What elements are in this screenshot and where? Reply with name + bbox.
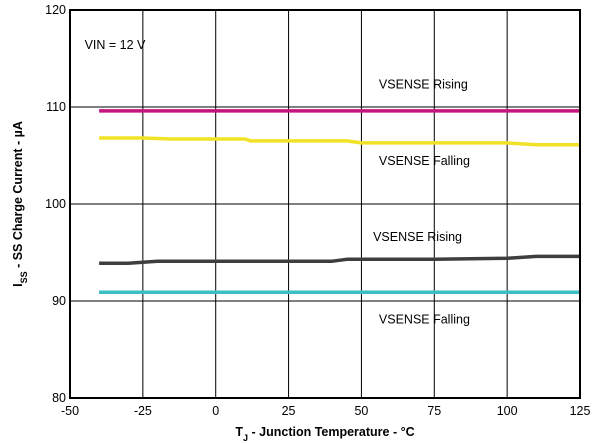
x-tick-label: 75 bbox=[427, 404, 441, 418]
tick-labels: -50 -25 0 25 50 75 100 125 80 90 100 110 120 bbox=[45, 3, 590, 418]
series-group bbox=[99, 109, 580, 295]
x-tick-label: -50 bbox=[61, 404, 79, 418]
x-axis-title-rest: - Junction Temperature - °C bbox=[248, 425, 415, 439]
annotation: VIN = 12 V bbox=[85, 38, 146, 52]
annotations: VIN = 12 V VSENSE Rising VSENSE Falling VSE… bbox=[85, 38, 470, 327]
y-tick-label: 80 bbox=[52, 391, 66, 405]
grid bbox=[69, 9, 581, 399]
x-tick-label: 100 bbox=[497, 404, 518, 418]
x-tick-label: -25 bbox=[134, 404, 152, 418]
x-axis-title-main: T bbox=[235, 425, 243, 439]
plot-frame bbox=[69, 9, 581, 399]
annotation: VSENSE Falling bbox=[379, 154, 470, 168]
annotation: VSENSE Falling bbox=[379, 312, 470, 326]
x-tick-label: 25 bbox=[282, 404, 296, 418]
y-tick-label: 110 bbox=[46, 100, 66, 114]
y-tick-label: 90 bbox=[52, 294, 66, 308]
x-tick-label: 50 bbox=[354, 404, 368, 418]
series-line-3 bbox=[99, 254, 580, 265]
series-line-2 bbox=[99, 136, 580, 147]
y-axis-title-rest: - SS Charge Current - µA bbox=[11, 121, 25, 271]
y-tick-label: 120 bbox=[45, 3, 66, 17]
x-tick-label: 0 bbox=[212, 404, 219, 418]
annotation: VSENSE Rising bbox=[373, 230, 462, 244]
y-axis-title: ISS - SS Charge Current - µA bbox=[11, 121, 29, 287]
x-axis-title: TJ - Junction Temperature - °C bbox=[235, 425, 414, 443]
y-axis-title-main: I bbox=[11, 283, 25, 286]
y-axis-title-sub: SS bbox=[19, 271, 29, 283]
x-tick-label: 125 bbox=[570, 404, 591, 418]
x-axis-title-sub: J bbox=[243, 433, 248, 443]
annotation: VSENSE Rising bbox=[379, 78, 468, 92]
y-tick-label: 100 bbox=[45, 197, 66, 211]
